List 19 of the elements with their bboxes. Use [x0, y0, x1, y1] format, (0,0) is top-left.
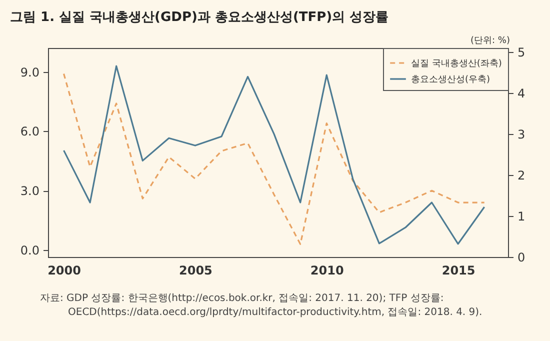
y2-tick-label: 0 — [518, 250, 526, 264]
y-tick-label: 6.0 — [20, 124, 40, 139]
text: (단위: %) — [470, 35, 510, 47]
x-tick-label: 2015 — [442, 264, 476, 278]
y2-tick-label: 4 — [518, 86, 526, 101]
y2-tick-label: 2 — [518, 168, 526, 183]
legend-label: 실질 국내총생산(좌축) — [411, 59, 502, 69]
x-tick-label: 2010 — [310, 264, 344, 278]
y2-tick-label: 1 — [518, 210, 526, 224]
x-tick-label: 2005 — [178, 264, 212, 278]
legend-label: 총요소생산성(우축) — [411, 75, 490, 85]
y2-tick-label: 3 — [518, 128, 526, 142]
y-tick-label: 0.0 — [20, 244, 40, 258]
y2-tick-label: 5 — [518, 46, 526, 60]
text: 자료: GDP 성장률: 한국은행(http://ecos.bok.or.kr, 접속일: 2017. 11. 20); TFP 성장률: OECD(https://data.oecd.org/lprdty/multifactor-productivity.htm, 접속일: 2018. 4. 9). — [40, 292, 484, 320]
chart-title: 그림 1. 실질 국내총생산(GDP)과 총요소생산성(TFP)의 성장률 — [10, 10, 389, 26]
y-tick-label: 3.0 — [20, 184, 40, 198]
x-tick-label: 2000 — [48, 264, 81, 278]
y-tick-label: 9.0 — [20, 65, 40, 80]
